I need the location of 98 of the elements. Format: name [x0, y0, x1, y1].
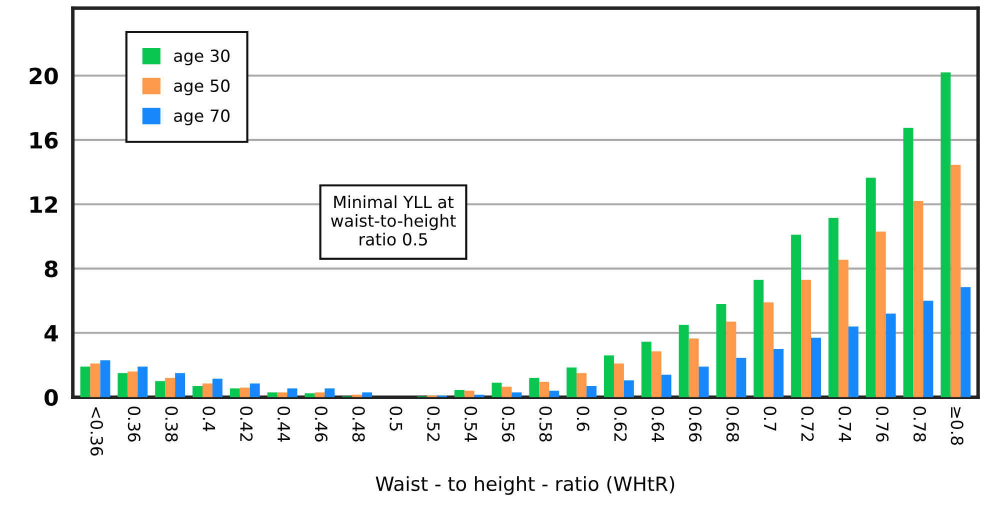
x-tick-label: 0.6: [576, 406, 590, 431]
bar: [250, 384, 260, 398]
bar: [502, 386, 512, 398]
bar: [624, 380, 634, 398]
bar: [903, 128, 914, 398]
bar: [324, 388, 335, 398]
x-tick-label: 0.46: [314, 406, 328, 442]
bar: [212, 378, 222, 398]
y-tick-label: 8: [44, 260, 58, 278]
bar: [940, 72, 951, 398]
y-tick-label: 0: [44, 389, 58, 406]
bar: [277, 392, 288, 398]
bar: [866, 178, 876, 398]
x-tick-label: 0.72: [801, 406, 814, 441]
bar: [118, 373, 128, 398]
bar: [529, 378, 540, 398]
bar: [736, 358, 746, 398]
bar: [267, 392, 278, 398]
bar: [614, 363, 624, 398]
x-tick-label: 0.52: [427, 406, 440, 441]
bar: [678, 324, 689, 398]
bar: [566, 367, 577, 398]
y-tick-label: 12: [30, 196, 57, 213]
bar: [492, 382, 502, 398]
bar: [576, 373, 587, 398]
bar: [549, 390, 560, 398]
bar: [230, 388, 240, 398]
x-tick-label: 0.5: [390, 406, 402, 431]
bar: [100, 360, 110, 398]
bar: [950, 164, 961, 398]
y-tick-label: 20: [30, 68, 58, 84]
x-tick-label: 0.56: [502, 406, 515, 442]
x-tick-label: ≥0.8: [950, 407, 964, 445]
x-tick-label: 0.64: [652, 406, 664, 442]
bar: [240, 388, 250, 398]
bar: [202, 384, 212, 398]
bar: [838, 260, 848, 398]
bar: [913, 201, 924, 398]
bar: [801, 280, 812, 398]
bar: [314, 392, 325, 398]
bar: [698, 366, 709, 398]
x-tick-label: 0.42: [240, 406, 253, 441]
bar: [128, 371, 138, 398]
bar: [828, 218, 838, 398]
bar: [464, 390, 474, 398]
bar: [454, 390, 464, 398]
bar: [876, 232, 886, 398]
legend-label: age 30: [174, 49, 230, 66]
bar: [848, 326, 858, 398]
bar: [539, 382, 550, 398]
bar: [155, 381, 166, 398]
bar: [726, 322, 736, 398]
bar: [192, 386, 202, 398]
bar: [886, 314, 896, 398]
y-tick-label: 16: [30, 132, 58, 149]
legend-label: age 70: [174, 109, 230, 126]
bar: [688, 338, 699, 398]
bar: [754, 280, 764, 398]
x-tick-label: 0.68: [726, 406, 739, 442]
bar: [641, 342, 652, 398]
bar: [138, 366, 148, 398]
bar: [960, 287, 971, 398]
bar: [175, 373, 186, 398]
x-tick-label: <0.36: [90, 407, 104, 456]
x-tick-label: 0.78: [913, 406, 926, 442]
bar: [90, 363, 100, 398]
bar: [661, 374, 672, 398]
x-axis-title: Waist - to height - ratio (WHtR): [376, 476, 674, 495]
x-tick-label: 0.38: [165, 406, 178, 442]
bar: [362, 392, 372, 398]
bar: [586, 386, 597, 398]
x-tick-label: 0.76: [876, 406, 889, 442]
y-tick-label: 4: [44, 325, 58, 342]
bar: [791, 234, 802, 398]
annotation: Minimal YLL at waist-to-height ratio 0.5: [331, 195, 456, 246]
x-tick-label: 0.44: [277, 406, 290, 442]
bar: [604, 355, 614, 398]
bar: [287, 388, 298, 398]
bar: [716, 304, 726, 398]
x-tick-label: 0.62: [614, 406, 627, 441]
legend-label: age 50: [174, 79, 230, 96]
bar: [651, 351, 662, 398]
bar: [165, 378, 176, 398]
bar: [923, 300, 934, 398]
bar: [811, 338, 821, 398]
x-tick-label: 0.48: [352, 406, 365, 442]
x-tick-label: 0.66: [688, 406, 702, 442]
x-tick-label: 0.74: [838, 406, 852, 442]
x-tick-label: 0.54: [464, 406, 478, 442]
bar: [80, 366, 90, 398]
x-tick-label: 0.4: [202, 406, 216, 432]
x-tick-label: 0.7: [764, 406, 776, 431]
bar: [764, 302, 774, 398]
bar: [512, 392, 522, 398]
x-tick-label: 0.58: [539, 406, 552, 442]
x-tick-label: 0.36: [128, 406, 140, 442]
bar: [304, 393, 315, 398]
bar: [774, 348, 784, 398]
